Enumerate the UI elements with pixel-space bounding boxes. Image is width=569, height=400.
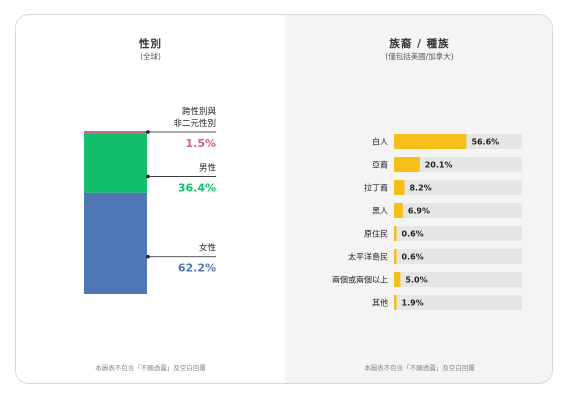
ethnicity-track-3	[394, 203, 522, 218]
ethnicity-bar-0	[394, 134, 467, 149]
gender-value-label-0: 62.2%	[178, 262, 216, 275]
gender-segment-2	[84, 131, 147, 134]
gender-value-label-2: 1.5%	[185, 137, 216, 150]
gender-leader-dot-2	[146, 130, 150, 134]
ethnicity-bar-5	[394, 249, 397, 264]
ethnicity-category-label-2: 拉丁裔	[364, 183, 388, 193]
ethnicity-value-label-2: 8.2%	[409, 184, 431, 193]
ethnicity-category-label-7: 其他	[372, 298, 388, 308]
ethnicity-track-5	[394, 249, 522, 264]
ethnicity-category-label-4: 原住民	[364, 229, 388, 239]
ethnicity-footnote: 本圖表不包含「不願透露」及空白回覆	[364, 364, 475, 372]
gender-title: 性別	[139, 38, 162, 50]
ethnicity-track-4	[394, 226, 522, 241]
ethnicity-value-label-3: 6.9%	[408, 207, 430, 216]
demographics-card: 性別 (全球) 女性 62.2% 男性 36.4% 跨性別與非二元性別 1.5% 本圖表不…	[15, 14, 553, 384]
ethnicity-bar-chart: 白人 56.6% 亞裔 20.1% 拉丁裔 8.2% 黑人 6.9% 原住民 0.6% 太平洋島民 0…	[332, 134, 522, 310]
gender-category-label-2: 跨性別與非二元性別	[173, 106, 216, 129]
ethnicity-subtitle: (僅包括美國/加拿大)	[385, 52, 454, 61]
ethnicity-value-label-5: 0.6%	[402, 253, 424, 262]
ethnicity-value-label-4: 0.6%	[402, 230, 424, 239]
ethnicity-track-7	[394, 295, 522, 310]
ethnicity-track-2	[394, 180, 522, 195]
gender-subtitle: (全球)	[140, 52, 161, 61]
ethnicity-bar-1	[394, 157, 420, 172]
gender-value-label-1: 36.4%	[178, 181, 216, 194]
gender-category-label-0: 女性	[199, 243, 217, 254]
gender-segment-1	[84, 133, 147, 193]
ethnicity-bar-6	[394, 272, 401, 287]
ethnicity-category-label-1: 亞裔	[372, 160, 388, 170]
gender-leader-dot-1	[146, 174, 150, 179]
gender-segment-0	[84, 192, 147, 294]
ethnicity-category-label-0: 白人	[372, 137, 388, 147]
gender-leader-dot-0	[146, 254, 150, 259]
ethnicity-bar-3	[394, 203, 403, 218]
ethnicity-value-label-6: 5.0%	[405, 276, 427, 285]
ethnicity-title: 族裔 / 種族	[389, 38, 450, 50]
ethnicity-bar-4	[394, 226, 397, 241]
ethnicity-track-1	[394, 157, 522, 172]
ethnicity-category-label-3: 黑人	[372, 207, 388, 216]
gender-stacked-bar-chart: 女性 62.2% 男性 36.4% 跨性別與非二元性別 1.5%	[84, 106, 217, 294]
ethnicity-bar-7	[394, 295, 397, 310]
gender-panel: 性別 (全球) 女性 62.2% 男性 36.4% 跨性別與非二元性別 1.5% 本圖表不…	[16, 15, 285, 383]
ethnicity-category-label-6: 兩個或兩個以上	[332, 275, 388, 285]
ethnicity-value-label-1: 20.1%	[425, 161, 453, 170]
ethnicity-value-label-0: 56.6%	[471, 138, 499, 147]
gender-category-label-1: 男性	[199, 162, 217, 173]
ethnicity-bar-2	[394, 180, 405, 195]
ethnicity-value-label-7: 1.9%	[402, 299, 424, 308]
ethnicity-track-6	[394, 272, 522, 287]
ethnicity-category-label-5: 太平洋島民	[348, 252, 388, 262]
ethnicity-panel: 族裔 / 種族 (僅包括美國/加拿大) 白人 56.6% 亞裔 20.1% 拉丁裔 8.2…	[285, 15, 552, 383]
gender-footnote: 本圖表不包含「不願透露」及空白回覆	[95, 364, 206, 372]
